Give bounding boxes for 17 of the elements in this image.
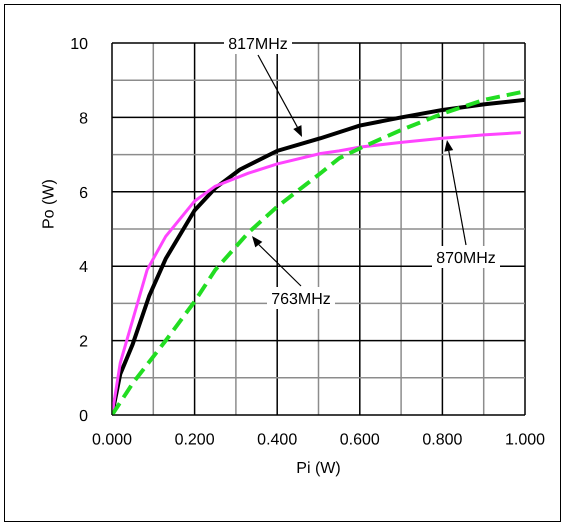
y-tick-label: 0: [79, 408, 88, 425]
annotation: 763MHz: [271, 291, 331, 308]
y-tick-label: 8: [79, 110, 88, 128]
x-tick-label: 0.400: [257, 431, 298, 448]
y-tick-label: 2: [79, 334, 88, 351]
x-tick-label: 0.600: [340, 431, 380, 448]
x-axis-title: Pi (W): [296, 460, 341, 477]
y-tick-label: 6: [79, 184, 88, 202]
annotation: 870MHz: [436, 250, 496, 267]
x-tick-label: 1.000: [504, 431, 546, 448]
x-tick-label: 0.000: [92, 431, 132, 448]
y-axis-title: Po (W): [40, 179, 58, 229]
annotation: 817MHz: [228, 36, 288, 53]
x-tick-label: 0.200: [174, 431, 215, 448]
x-tick-label: 0.800: [422, 431, 463, 448]
y-tick-label: 10: [70, 36, 88, 53]
y-tick-label: 4: [79, 259, 88, 276]
